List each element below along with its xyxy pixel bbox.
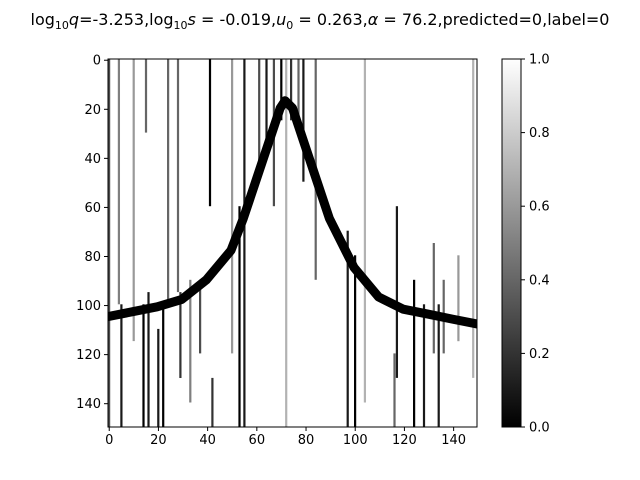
title-logs: log10s = -0.019 xyxy=(149,10,272,33)
y-tick-label: 40 xyxy=(84,152,101,167)
heatmap-streak-28 xyxy=(346,230,349,427)
heatmap-streak-16 xyxy=(231,59,234,354)
y-axis: 0 20 40 60 80 100 120 140 xyxy=(76,54,108,412)
x-tick-label: 0 xyxy=(105,433,113,448)
heatmap-streak-39 xyxy=(472,59,475,378)
y-tick-label: 140 xyxy=(76,397,101,412)
heatmap-curve xyxy=(108,96,477,329)
heatmap-streak-30 xyxy=(363,59,367,403)
y-tick-label: 120 xyxy=(76,348,101,363)
heatmap-streak-0 xyxy=(108,59,111,427)
heatmap-streak-29 xyxy=(354,255,357,427)
heatmap-streak-11 xyxy=(179,292,182,378)
heatmap-streak-5 xyxy=(144,59,148,133)
heatmap-streak-18 xyxy=(243,59,246,427)
title-u0: u0 = 0.263 xyxy=(276,10,363,33)
chart-title: log10q=-3.253,log10s = -0.019,u0 = 0.263… xyxy=(30,10,610,33)
heatmap-streak-32 xyxy=(393,353,396,427)
heatmap-streak-13 xyxy=(199,279,202,354)
plot-frame xyxy=(107,58,478,428)
title-predicted: predicted=0 xyxy=(442,10,543,29)
heatmap-streak-8 xyxy=(162,304,165,427)
heatmap-streak-26 xyxy=(302,59,305,182)
colorbar-tick-label: 1.0 xyxy=(529,53,550,68)
heatmap-streak-14 xyxy=(208,59,212,207)
heatmap-streak-36 xyxy=(437,304,440,427)
heatmap-streak-24 xyxy=(290,59,293,121)
heatmap-streak-31 xyxy=(395,206,399,378)
heatmap-streak-2 xyxy=(120,304,123,427)
y-tick-label: 0 xyxy=(93,54,101,69)
heatmap-streak-22 xyxy=(280,59,283,121)
colorbar-tick-label: 0.0 xyxy=(529,421,550,436)
title-label: label=0 xyxy=(547,10,610,29)
heatmap-streak-1 xyxy=(117,59,121,305)
heatmap-streak-6 xyxy=(147,292,150,427)
y-tick-label: 80 xyxy=(84,250,101,265)
colorbar-tick-label: 0.6 xyxy=(529,200,550,215)
title-logq: log10q=-3.253 xyxy=(30,10,145,33)
x-tick-label: 100 xyxy=(343,433,368,448)
heatmap-streak-34 xyxy=(422,304,426,427)
heatmap-streak-33 xyxy=(413,279,416,427)
colorbar-axis: 0.0 0.2 0.4 0.6 0.8 1.0 xyxy=(521,53,550,436)
heatmap-streak-25 xyxy=(297,59,300,133)
colorbar-gradient xyxy=(501,58,522,428)
x-tick-label: 80 xyxy=(298,433,315,448)
colorbar-tick-label: 0.2 xyxy=(529,347,550,362)
x-tick-label: 120 xyxy=(392,433,417,448)
heatmap-plot: 0 20 40 60 80 100 120 140 0 20 40 60 80 100 120 140 xyxy=(76,54,478,448)
colorbar-tick-label: 0.4 xyxy=(529,273,550,288)
y-tick-label: 100 xyxy=(76,299,101,314)
x-tick-label: 40 xyxy=(199,433,216,448)
heatmap-streak-23 xyxy=(285,59,288,427)
heatmap-streak-17 xyxy=(238,206,241,427)
title-alpha: α = 76.2 xyxy=(367,10,438,29)
heatmap-streak-35 xyxy=(432,243,435,354)
x-tick-label: 20 xyxy=(150,433,167,448)
y-tick-label: 60 xyxy=(84,201,101,216)
x-axis: 0 20 40 60 80 100 120 140 xyxy=(105,427,466,448)
heatmap-streak-38 xyxy=(457,255,460,342)
heatmap-streak-19 xyxy=(258,59,261,170)
heatmap-streak-9 xyxy=(167,59,170,305)
colorbar: 0.0 0.2 0.4 0.6 0.8 1.0 xyxy=(501,53,550,436)
x-tick-label: 140 xyxy=(441,433,466,448)
heatmap-streak-10 xyxy=(176,59,180,293)
heatmap-streak-7 xyxy=(157,328,160,427)
heatmap-streak-15 xyxy=(211,377,214,427)
heatmap-marks xyxy=(108,59,477,427)
heatmap-streak-4 xyxy=(142,304,145,427)
heatmap-streak-3 xyxy=(132,59,135,342)
heatmap-streak-12 xyxy=(189,279,192,403)
y-tick-label: 20 xyxy=(84,103,101,118)
colorbar-tick-label: 0.8 xyxy=(529,126,550,141)
x-tick-label: 60 xyxy=(249,433,266,448)
heatmap-streak-20 xyxy=(265,59,268,158)
